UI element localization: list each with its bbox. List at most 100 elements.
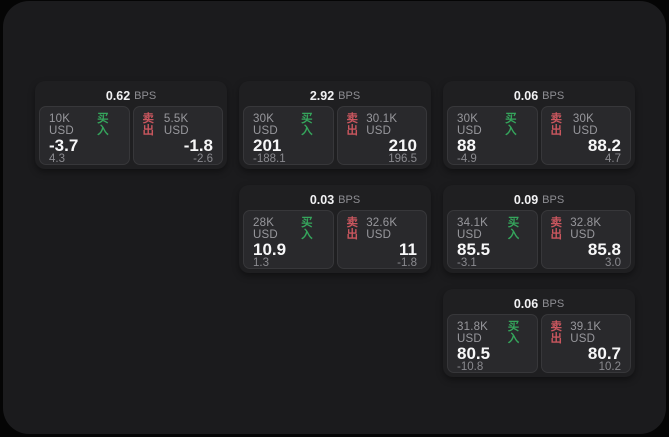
- card-header: 0.06 BPS: [447, 85, 631, 106]
- buy-label: 买入: [301, 217, 313, 241]
- buy-price: 201: [253, 136, 282, 155]
- bps-value: 0.62: [105, 88, 131, 103]
- card-header: 0.62 BPS: [39, 85, 223, 106]
- sell-amount: 32.8K USD: [570, 217, 602, 241]
- sell-label: 卖出: [550, 321, 563, 345]
- sell-price: 85.8: [587, 240, 621, 259]
- bps-unit-label: BPS: [542, 89, 565, 102]
- card-body: 30K USD 买入 88 -4.9 卖出 30K USD 88.2 4.7: [447, 106, 631, 165]
- sell-price: -1.8: [183, 136, 213, 155]
- buy-label: 买入: [507, 217, 520, 241]
- card-body: 31.8K USD 买入 80.5 -10.8 卖出 39.1K USD 80.…: [447, 314, 631, 373]
- sell-amount: 30K USD: [572, 113, 598, 137]
- sell-panel[interactable]: 卖出 39.1K USD 80.7 10.2: [540, 314, 631, 373]
- buy-panel-header: 30K USD 买入: [457, 113, 528, 137]
- sell-label: 卖出: [550, 113, 563, 137]
- sell-panel[interactable]: 卖出 32.8K USD 85.8 3.0: [540, 210, 631, 269]
- buy-panel[interactable]: 28K USD 买入 10.9 1.3: [243, 210, 334, 269]
- sell-panel[interactable]: 卖出 30K USD 88.2 4.7: [540, 106, 631, 165]
- card-body: 30K USD 买入 201 -188.1 卖出 30.1K USD 210 1…: [243, 106, 427, 165]
- quote-card[interactable]: 0.62 BPS 10K USD 买入 -3.7 4.3 卖出 5.5K USD…: [35, 81, 227, 169]
- bps-value: 0.03: [309, 192, 335, 207]
- sell-amount: 32.6K USD: [366, 217, 398, 241]
- buy-amount: 28K USD: [253, 217, 278, 241]
- sell-panel-header: 卖出 32.6K USD: [346, 217, 418, 241]
- card-body: 10K USD 买入 -3.7 4.3 卖出 5.5K USD -1.8 -2.…: [39, 106, 223, 165]
- buy-label: 买入: [505, 113, 517, 137]
- card-header: 2.92 BPS: [243, 85, 427, 106]
- sell-price: 88.2: [587, 136, 621, 155]
- buy-price: 88: [457, 136, 476, 155]
- buy-panel[interactable]: 34.1K USD 买入 85.5 -3.1: [447, 210, 538, 269]
- buy-panel[interactable]: 31.8K USD 买入 80.5 -10.8: [447, 314, 538, 373]
- buy-label: 买入: [97, 113, 109, 137]
- bps-unit-label: BPS: [134, 89, 157, 102]
- bps-value: 0.06: [513, 88, 539, 103]
- card-body: 28K USD 买入 10.9 1.3 卖出 32.6K USD 11 -1.8: [243, 210, 427, 269]
- buy-delta: 4.3: [49, 153, 65, 165]
- sell-delta: 4.7: [605, 153, 621, 165]
- bps-unit-label: BPS: [542, 297, 565, 310]
- quote-card[interactable]: 0.03 BPS 28K USD 买入 10.9 1.3 卖出 32.6K US…: [239, 185, 431, 273]
- sell-amount: 5.5K USD: [163, 113, 189, 137]
- bps-unit-label: BPS: [338, 89, 361, 102]
- sell-label: 卖出: [346, 217, 359, 241]
- buy-price: 85.5: [457, 240, 491, 259]
- sell-amount: 30.1K USD: [366, 113, 398, 137]
- buy-panel-header: 34.1K USD 买入: [457, 217, 528, 241]
- bps-value: 2.92: [309, 88, 335, 103]
- sell-label: 卖出: [550, 217, 563, 241]
- buy-amount: 34.1K USD: [457, 217, 489, 241]
- sell-panel-header: 卖出 39.1K USD: [550, 321, 622, 345]
- sell-label: 卖出: [346, 113, 359, 137]
- card-header: 0.09 BPS: [447, 189, 631, 210]
- buy-label: 买入: [301, 113, 313, 137]
- bps-unit-label: BPS: [338, 193, 361, 206]
- sell-delta: 10.2: [598, 361, 621, 373]
- bps-unit-label: BPS: [542, 193, 565, 206]
- bps-value: 0.06: [513, 296, 539, 311]
- buy-delta: 1.3: [253, 257, 269, 269]
- dashboard-panel: 0.62 BPS 10K USD 买入 -3.7 4.3 卖出 5.5K USD…: [3, 1, 666, 434]
- sell-panel-header: 卖出 30.1K USD: [346, 113, 418, 137]
- card-header: 0.03 BPS: [243, 189, 427, 210]
- quote-card[interactable]: 0.09 BPS 34.1K USD 买入 85.5 -3.1 卖出 32.8K…: [443, 185, 635, 273]
- sell-panel[interactable]: 卖出 5.5K USD -1.8 -2.6: [132, 106, 223, 165]
- buy-price: 80.5: [457, 344, 491, 363]
- sell-price: 11: [399, 240, 417, 259]
- buy-panel[interactable]: 10K USD 买入 -3.7 4.3: [39, 106, 130, 165]
- buy-delta: -188.1: [253, 153, 286, 165]
- sell-delta: -2.6: [193, 153, 213, 165]
- sell-panel[interactable]: 卖出 30.1K USD 210 196.5: [336, 106, 427, 165]
- quotes-grid: 0.62 BPS 10K USD 买入 -3.7 4.3 卖出 5.5K USD…: [3, 1, 666, 377]
- quote-card[interactable]: 2.92 BPS 30K USD 买入 201 -188.1 卖出 30.1K …: [239, 81, 431, 169]
- buy-panel[interactable]: 30K USD 买入 88 -4.9: [447, 106, 538, 165]
- buy-panel[interactable]: 30K USD 买入 201 -188.1: [243, 106, 334, 165]
- card-header: 0.06 BPS: [447, 293, 631, 314]
- buy-price: -3.7: [49, 136, 79, 155]
- buy-delta: -3.1: [457, 257, 477, 269]
- buy-panel-header: 31.8K USD 买入: [457, 321, 528, 345]
- sell-panel-header: 卖出 5.5K USD: [143, 113, 214, 137]
- quote-card[interactable]: 0.06 BPS 31.8K USD 买入 80.5 -10.8 卖出 39.1…: [443, 289, 635, 377]
- sell-panel[interactable]: 卖出 32.6K USD 11 -1.8: [336, 210, 427, 269]
- buy-amount: 10K USD: [49, 113, 74, 137]
- sell-panel-header: 卖出 30K USD: [550, 113, 622, 137]
- buy-panel-header: 28K USD 买入: [253, 217, 324, 241]
- buy-price: 10.9: [253, 240, 287, 259]
- sell-amount: 39.1K USD: [570, 321, 602, 345]
- quote-card[interactable]: 0.06 BPS 30K USD 买入 88 -4.9 卖出 30K USD 8…: [443, 81, 635, 169]
- buy-panel-header: 10K USD 买入: [49, 113, 120, 137]
- sell-delta: -1.8: [397, 257, 417, 269]
- sell-delta: 3.0: [605, 257, 621, 269]
- buy-label: 买入: [507, 321, 520, 345]
- sell-price: 210: [388, 136, 417, 155]
- card-body: 34.1K USD 买入 85.5 -3.1 卖出 32.8K USD 85.8…: [447, 210, 631, 269]
- buy-delta: -4.9: [457, 153, 477, 165]
- buy-delta: -10.8: [457, 361, 484, 373]
- bps-value: 0.09: [513, 192, 539, 207]
- buy-amount: 31.8K USD: [457, 321, 489, 345]
- sell-price: 80.7: [587, 344, 621, 363]
- buy-panel-header: 30K USD 买入: [253, 113, 324, 137]
